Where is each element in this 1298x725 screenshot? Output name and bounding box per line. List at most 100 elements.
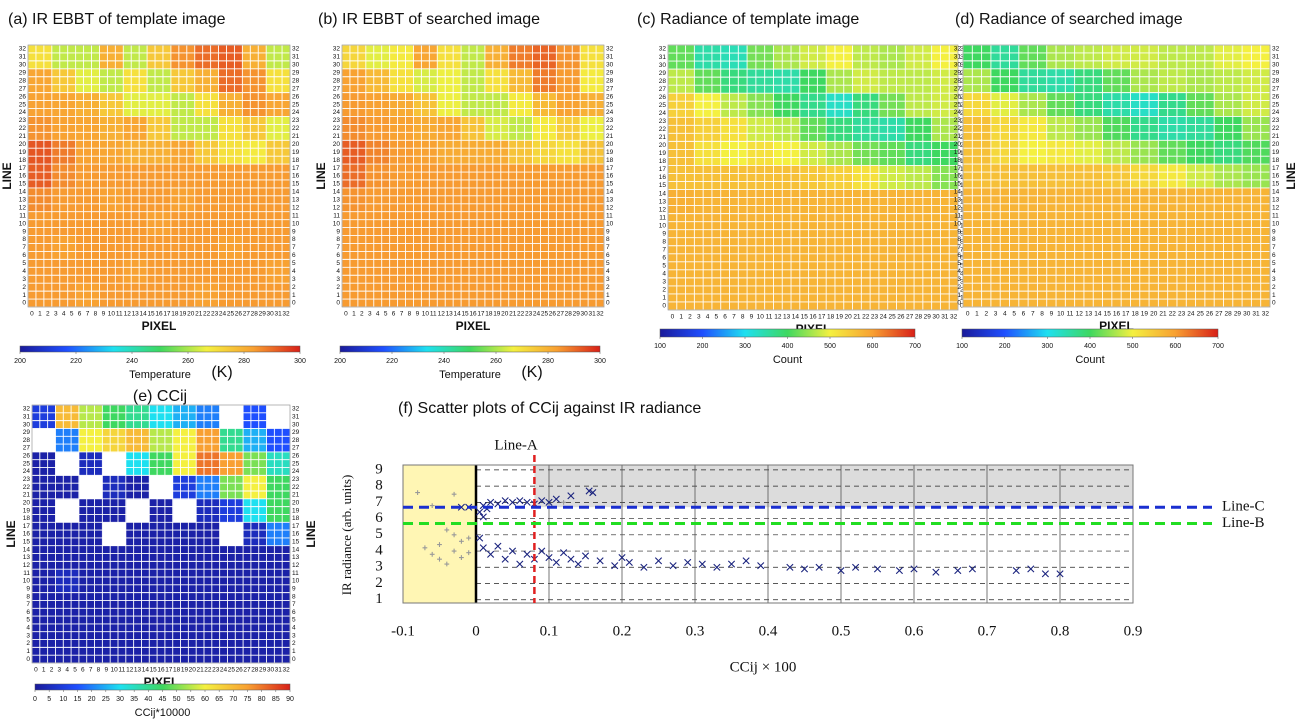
heat-cell — [905, 213, 932, 239]
y-tick-label: 2 — [375, 575, 383, 591]
heat-cell — [342, 187, 367, 213]
x-tick-label: 14 — [140, 311, 148, 318]
y-tick-label: 22 — [292, 125, 300, 132]
x-tick-label: 1 — [975, 311, 979, 318]
heat-cell — [1130, 92, 1159, 117]
heat-cell — [668, 237, 695, 263]
heat-cell — [580, 187, 605, 213]
heat-cell — [28, 92, 53, 117]
scatter-point — [873, 565, 882, 573]
x-tick-label: 25 — [888, 314, 896, 321]
x-tick-label: 5 — [715, 314, 719, 321]
scatter-point — [451, 548, 457, 554]
x-tick-label: 31 — [1252, 311, 1260, 318]
heat-cell — [1130, 164, 1159, 189]
y-tick-label: 7 — [22, 244, 26, 251]
heat-cell — [147, 116, 172, 141]
colorbar-tick-label: 80 — [258, 696, 266, 703]
x-tick-label: 26 — [549, 311, 557, 318]
y-tick-label: 24 — [954, 109, 962, 116]
x-tick-label: 0 — [472, 623, 480, 639]
heat-cell — [389, 116, 414, 141]
x-tick-label: 11 — [1067, 311, 1074, 318]
y-tick-label: 28 — [659, 78, 667, 85]
y-tick-label: 2 — [292, 284, 296, 291]
heat-cell — [51, 235, 76, 260]
x-tick-label: 0.7 — [978, 623, 997, 639]
heat-cell — [437, 187, 462, 213]
colorbar-tick-label: 5 — [47, 696, 51, 703]
x-tick-label: 6 — [78, 311, 82, 318]
scatter-point — [581, 552, 590, 560]
panel-title: (b) IR EBBT of searched image — [318, 11, 540, 28]
heat-cell — [720, 165, 748, 190]
heat-cell — [852, 261, 880, 287]
heat-cell — [218, 187, 243, 213]
colorbar-tick-label: 220 — [386, 358, 398, 365]
scatter-point — [669, 562, 677, 570]
x-tick-label: 28 — [1225, 311, 1233, 318]
heat-cell — [556, 140, 581, 165]
heat-cell — [963, 283, 992, 308]
heat-cell — [484, 92, 510, 117]
heat-cell — [461, 235, 486, 260]
y-tick-label: 0 — [22, 300, 26, 307]
heat-cell — [878, 189, 906, 214]
heat-cell — [826, 69, 853, 94]
heat-cell — [266, 235, 291, 260]
y-tick-label: 2 — [336, 284, 340, 291]
y-tick-label: 9 — [292, 228, 296, 235]
heat-cell — [219, 569, 244, 593]
x-tick-label: 21 — [853, 314, 861, 321]
heat-cell — [75, 259, 100, 284]
y-tick-label: 22 — [606, 125, 614, 132]
y-tick-label: 10 — [954, 220, 962, 227]
x-tick-label: 0 — [34, 667, 38, 674]
heat-cell — [266, 451, 291, 476]
heat-cell — [990, 116, 1020, 141]
heat-cell — [102, 639, 127, 664]
x-tick-label: 11 — [766, 314, 773, 321]
x-tick-label: 7 — [400, 311, 404, 318]
y-tick-label: 20 — [292, 499, 300, 506]
heat-cell — [1158, 45, 1187, 70]
y-tick-label: 20 — [1272, 141, 1280, 148]
colorbar-tick-label: 260 — [490, 358, 502, 365]
heat-cell — [51, 259, 76, 284]
heat-cell — [1130, 45, 1159, 70]
heat-cell — [1130, 187, 1159, 213]
x-tick-label: 25 — [227, 311, 235, 318]
colorbar-tick-label: 65 — [215, 696, 223, 703]
heat-cell — [125, 569, 150, 593]
reference-line-label: Line-B — [1222, 515, 1265, 531]
heat-cell — [963, 187, 992, 213]
heat-cell — [437, 140, 462, 165]
heat-cell — [51, 211, 76, 236]
heat-cell — [389, 187, 414, 213]
y-tick-label: 6 — [375, 510, 383, 526]
scatter-point — [437, 556, 442, 562]
x-tick-label: 13 — [783, 314, 791, 321]
heat-cell — [1158, 92, 1187, 117]
y-tick-label: 8 — [26, 593, 30, 600]
heat-cell — [990, 283, 1020, 308]
x-tick-label: 15 — [461, 311, 469, 318]
heat-cell — [172, 405, 197, 429]
y-tick-label: 13 — [19, 197, 27, 204]
heat-cell — [532, 259, 557, 284]
heat-cell — [1186, 259, 1215, 284]
y-tick-label: 18 — [606, 157, 614, 164]
y-tick-label: 6 — [292, 609, 296, 616]
y-tick-label: 8 — [292, 236, 296, 243]
y-tick-label: 4 — [292, 625, 296, 632]
scatter-point — [476, 508, 484, 516]
y-tick-label: 9 — [960, 230, 964, 237]
heat-cell — [668, 93, 695, 118]
heat-cell — [532, 283, 557, 308]
y-tick-label: 29 — [292, 70, 300, 77]
y-tick-label: 27 — [954, 85, 962, 92]
y-tick-label: 0 — [957, 300, 961, 307]
heat-cell — [1046, 283, 1075, 308]
heat-cell — [32, 569, 56, 593]
y-tick-label: 31 — [606, 54, 614, 61]
